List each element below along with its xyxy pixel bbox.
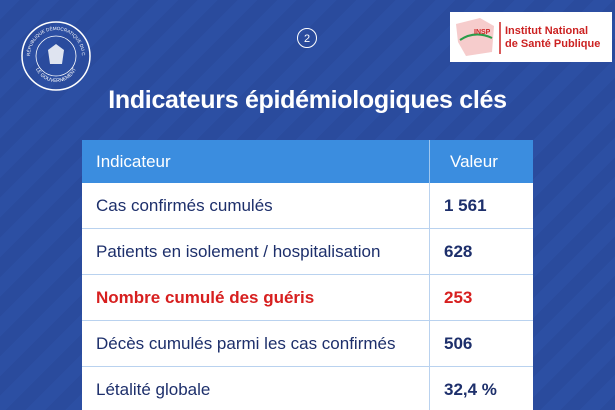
indicator-cell: Décès cumulés parmi les cas confirmés (82, 321, 430, 366)
logo: INSP Institut National de Santé Publique (450, 12, 612, 62)
logo-line2: de Santé Publique (505, 38, 600, 50)
value-cell: 1 561 (444, 195, 487, 215)
logo-acronym: INSP (474, 29, 491, 36)
emblem-bottom: LE GOUVERNEMENT (34, 67, 78, 84)
table-row: Létalité globale 32,4 % (82, 367, 533, 410)
title: Indicateurs épidémiologiques clés (108, 86, 507, 114)
table-row: Patients en isolement / hospitalisation 6… (82, 229, 533, 275)
indicator-cell: Patients en isolement / hospitalisation (82, 229, 430, 274)
logo-line1: Institut National (505, 25, 588, 37)
emblem-bottom-text: LE GOUVERNEMENT (34, 67, 78, 84)
indicator-cell: Nombre cumulé des guéris (82, 275, 430, 320)
emblem: RÉPUBLIQUE DÉMOCRATIQUE DU CONGO LE GOUV… (20, 20, 91, 91)
table-row: Décès cumulés parmi les cas confirmés 506 (82, 321, 533, 367)
indicator-cell: Cas confirmés cumulés (82, 183, 430, 228)
page-number-badge: 2 (297, 28, 317, 48)
value-cell: 506 (444, 333, 473, 353)
header-cell: Indicateur (82, 140, 430, 183)
table-row: Nombre cumulé des guéris 253 (82, 275, 533, 321)
value-cell: 253 (444, 287, 473, 307)
logo-graphic: INSP Institut National de Santé Publique (456, 18, 600, 56)
value-cell: 628 (444, 241, 473, 261)
value-cell: 32,4 % (444, 379, 497, 399)
header-cell: Valeur (450, 151, 498, 171)
table: Indicateur Valeur Cas confirmés cumulés 1… (82, 140, 533, 410)
table-header: Indicateur Valeur (82, 140, 533, 183)
table-row: Cas confirmés cumulés 1 561 (82, 183, 533, 229)
page-number: 2 (304, 33, 310, 45)
indicator-cell: Létalité globale (82, 367, 430, 410)
